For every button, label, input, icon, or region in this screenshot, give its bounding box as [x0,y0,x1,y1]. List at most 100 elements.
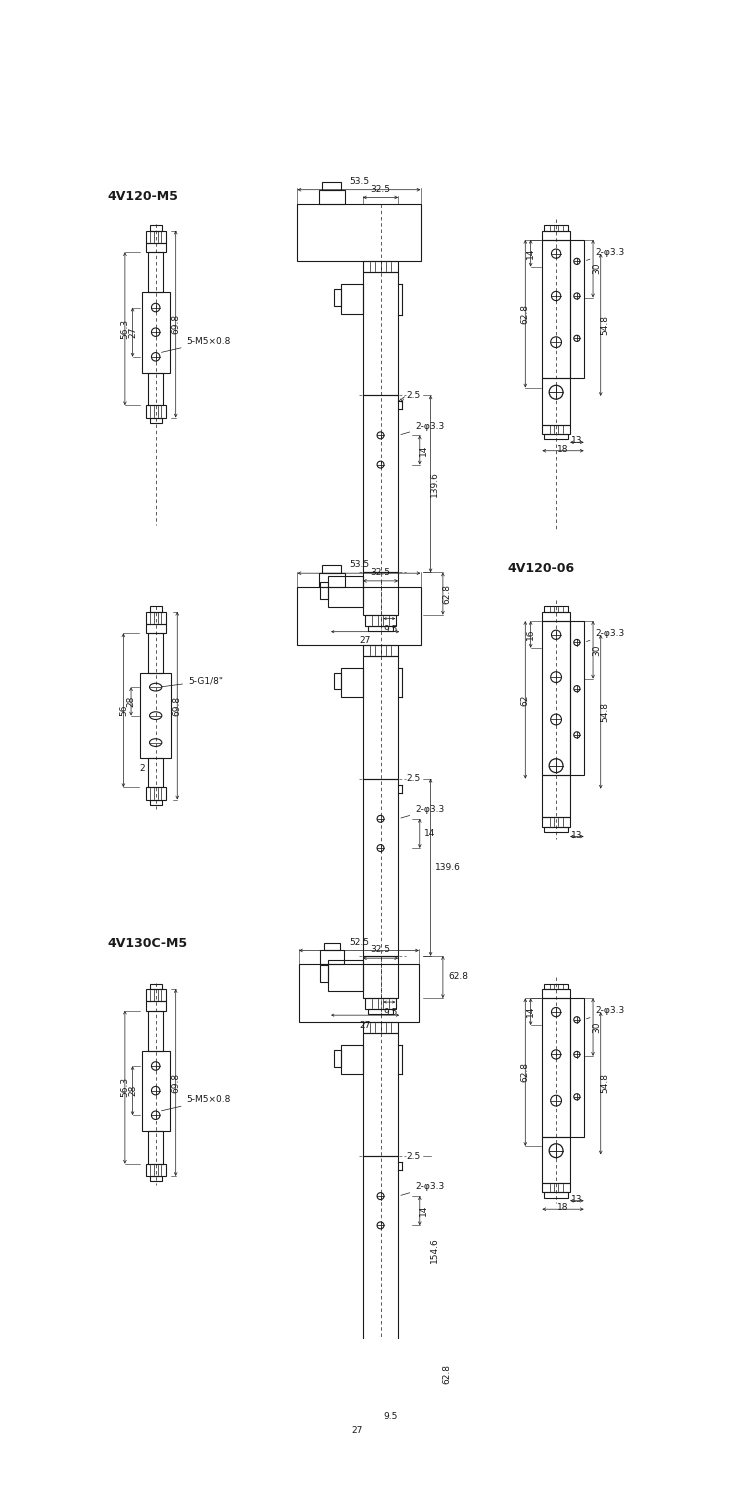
Text: 27: 27 [359,1021,370,1030]
Text: 54.8: 54.8 [600,702,609,722]
Text: 56.3: 56.3 [121,319,130,338]
Bar [148,633,164,674]
Bar [544,827,568,832]
Text: 14: 14 [419,444,428,456]
Bar [149,606,162,612]
Bar [341,284,363,314]
Text: 62.8: 62.8 [442,584,452,603]
Bar [365,999,396,1009]
Text: 16: 16 [526,629,536,641]
Bar [363,262,398,272]
Text: 5-G1/8": 5-G1/8" [161,677,223,687]
Bar [313,1358,320,1381]
Text: 2: 2 [140,764,146,773]
Text: 54.8: 54.8 [600,1074,609,1093]
Text: 62.8: 62.8 [520,304,530,323]
Bar [341,668,363,698]
Text: 2-φ3.3: 2-φ3.3 [586,629,625,642]
Bar [542,775,570,817]
Text: 9.5: 9.5 [383,1412,398,1421]
Text: 2.5: 2.5 [406,391,420,400]
Bar [368,1414,393,1418]
Text: 62: 62 [520,695,530,705]
Bar [320,951,344,964]
Text: 2.5: 2.5 [406,1152,420,1161]
Bar [328,960,363,991]
Bar [146,1164,166,1176]
Bar [542,239,570,379]
Bar [297,203,421,262]
Text: 54.8: 54.8 [600,314,609,335]
Bar [148,253,164,292]
Text: 14: 14 [419,1205,428,1217]
Text: 14: 14 [526,248,536,259]
Bar [322,182,341,190]
Text: 5-M5×0.8: 5-M5×0.8 [161,337,231,352]
Bar [542,424,570,433]
Text: 52.5: 52.5 [349,937,369,946]
Text: 28: 28 [128,1084,137,1096]
Bar [323,943,340,951]
Text: 62.8: 62.8 [520,1062,530,1083]
Bar [148,1131,164,1164]
Text: 27: 27 [352,1426,363,1435]
Bar [542,817,570,827]
Bar [570,999,584,1137]
Text: 2-φ3.3: 2-φ3.3 [401,805,445,818]
Text: 32.5: 32.5 [370,185,391,194]
Text: 69.8: 69.8 [171,314,180,334]
Text: 18: 18 [557,1203,568,1212]
Bar [363,396,398,573]
Bar [146,405,166,418]
Text: 30: 30 [592,263,602,274]
Bar [149,418,162,423]
Text: 4V130C-M5: 4V130C-M5 [107,937,188,949]
Bar [149,1176,162,1182]
Bar [140,674,171,758]
Text: 69.8: 69.8 [171,1072,180,1092]
Text: 2-φ3.3: 2-φ3.3 [401,1182,445,1196]
Text: 2.5: 2.5 [406,775,420,784]
Bar [544,1193,568,1197]
Bar [148,758,164,787]
Bar [146,787,166,800]
Bar [363,573,398,615]
Text: 32.5: 32.5 [370,569,391,578]
Text: 2-φ3.3: 2-φ3.3 [586,248,625,260]
Text: 139.6: 139.6 [430,471,439,496]
Bar [148,1011,164,1051]
Bar [542,999,570,1137]
Bar [146,230,166,242]
Text: 56.3: 56.3 [121,1077,130,1098]
Bar [148,373,164,405]
Bar [363,656,398,779]
Text: 18: 18 [557,445,568,454]
Bar [544,984,568,990]
Bar [146,990,166,1002]
Bar [334,1050,341,1066]
Bar [334,289,341,305]
Text: 4V120-M5: 4V120-M5 [107,190,178,203]
Text: 27: 27 [359,636,370,645]
Text: 62.8: 62.8 [442,1364,452,1384]
Bar [365,1402,396,1414]
Text: 9.5: 9.5 [383,1008,398,1017]
Bar [146,1002,166,1011]
Text: 14: 14 [424,829,435,838]
Text: 32.5: 32.5 [370,946,391,955]
Bar [363,645,398,656]
Bar [363,1157,398,1345]
Text: 14: 14 [526,1006,536,1017]
Text: 154.6: 154.6 [430,1238,439,1263]
Bar [299,964,419,1023]
Bar [328,576,363,608]
Text: 30: 30 [592,644,602,656]
Bar [368,626,393,632]
Bar [542,1184,570,1193]
Bar [365,615,396,626]
Bar [146,612,166,624]
Text: 9.5: 9.5 [383,624,398,633]
Bar [542,379,570,424]
Text: 4V120-06: 4V120-06 [508,561,574,575]
Bar [570,239,584,379]
